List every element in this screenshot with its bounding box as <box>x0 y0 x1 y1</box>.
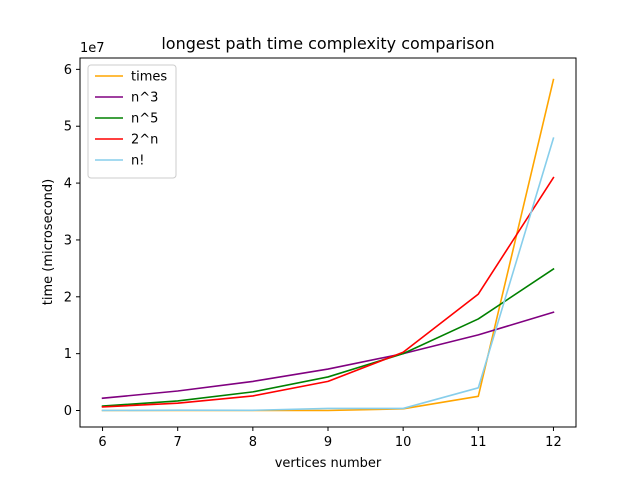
legend-frame <box>87 64 177 179</box>
x-tick-label-0: 6 <box>98 435 106 450</box>
x-tick-label-1: 7 <box>174 435 182 450</box>
legend: times n^3 n^5 2^n n! <box>87 64 177 179</box>
series-layer <box>101 78 555 412</box>
x-tick-label-2: 8 <box>249 435 257 450</box>
legend-label-4: n! <box>131 154 144 169</box>
y-tick-label-3: 3 <box>64 233 72 248</box>
y-axis-label: time (microsecond) <box>41 179 56 305</box>
y-axis-ticks: 0 1 2 3 4 5 6 <box>64 63 80 419</box>
legend-label-3: 2^n <box>131 133 158 148</box>
x-tick-label-6: 12 <box>545 435 562 450</box>
series-line-1 <box>101 311 555 400</box>
y-tick-label-1: 1 <box>64 347 72 362</box>
x-tick-label-5: 11 <box>470 435 487 450</box>
legend-label-0: times <box>131 70 167 85</box>
y-tick-label-2: 2 <box>64 290 72 305</box>
chart-title: longest path time complexity comparison <box>161 34 494 53</box>
legend-label-2: n^5 <box>131 112 158 127</box>
series-line-3 <box>101 176 555 408</box>
y-tick-label-5: 5 <box>64 120 72 135</box>
x-tick-label-4: 10 <box>395 435 412 450</box>
y-tick-label-6: 6 <box>64 63 72 78</box>
x-axis-ticks: 6 7 8 9 10 11 12 <box>98 427 562 450</box>
y-tick-label-0: 0 <box>64 404 72 419</box>
series-line-4 <box>101 137 555 412</box>
x-tick-label-3: 9 <box>324 435 332 450</box>
legend-label-1: n^3 <box>131 91 158 106</box>
y-axis-offset-label: 1e7 <box>80 41 105 56</box>
series-line-2 <box>101 267 555 407</box>
x-axis-label: vertices number <box>275 456 382 471</box>
y-tick-label-4: 4 <box>64 177 72 192</box>
